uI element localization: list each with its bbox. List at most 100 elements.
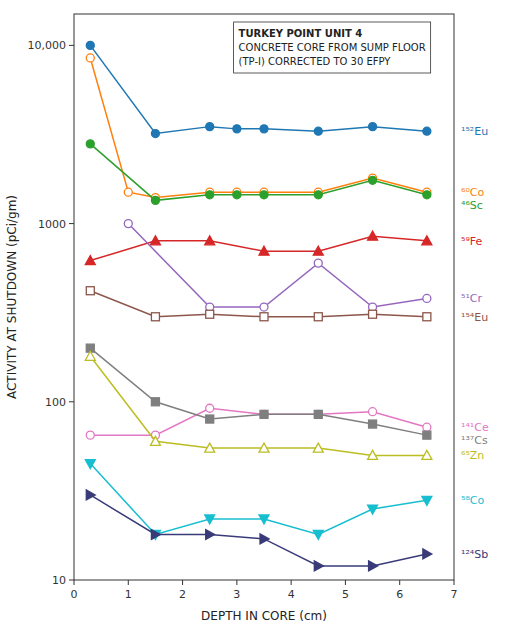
y-tick	[69, 223, 74, 224]
data-point	[151, 196, 159, 204]
data-point	[205, 443, 215, 452]
data-point	[86, 490, 95, 500]
data-point	[206, 123, 214, 131]
x-tick	[454, 580, 455, 585]
series	[85, 231, 432, 264]
x-tick	[182, 580, 183, 585]
chart: 0123456710100100010,000DEPTH IN CORE (cm…	[0, 0, 526, 633]
series-label: ¹²⁴Sb	[461, 548, 488, 561]
data-point	[85, 351, 95, 360]
y-axis-label: ACTIVITY AT SHUTDOWN (pCi/gm)	[5, 195, 19, 399]
data-point	[151, 530, 160, 540]
subtitle: CONCRETE CORE FROM SUMP FLOOR	[239, 42, 426, 53]
data-point	[314, 410, 322, 418]
data-point	[314, 561, 323, 571]
data-point	[368, 505, 378, 514]
data-point	[206, 404, 214, 412]
data-point	[150, 531, 160, 540]
series	[86, 344, 431, 439]
data-point	[124, 188, 132, 196]
x-tick	[128, 580, 129, 585]
title-frame	[234, 22, 431, 73]
data-point	[314, 259, 322, 267]
axes: 0123456710100100010,000	[28, 39, 458, 601]
data-point	[151, 398, 159, 406]
data-point	[422, 236, 432, 245]
data-point	[150, 436, 160, 445]
series-label: ¹⁵⁴Eu	[461, 311, 488, 324]
series	[86, 41, 431, 137]
data-point	[260, 303, 268, 311]
y-tick	[69, 580, 74, 581]
y-tick-label: 10,000	[28, 39, 67, 52]
series	[124, 220, 431, 311]
data-point	[260, 313, 268, 321]
data-point	[423, 423, 431, 431]
x-tick-label: 5	[342, 588, 349, 601]
data-point	[423, 127, 431, 135]
data-point	[86, 287, 94, 295]
plot-background	[74, 14, 454, 580]
title: TURKEY POINT UNIT 4	[239, 28, 363, 39]
data-point	[369, 408, 377, 416]
data-point	[260, 125, 268, 133]
data-point	[423, 191, 431, 199]
data-point	[368, 450, 378, 459]
x-tick	[345, 580, 346, 585]
data-point	[205, 515, 215, 524]
data-point	[260, 410, 268, 418]
data-point	[369, 123, 377, 131]
series-line	[90, 356, 427, 455]
y-tick-label: 1000	[38, 218, 66, 231]
series-line	[90, 464, 427, 535]
series	[86, 404, 431, 439]
series-line	[90, 58, 427, 198]
data-point	[206, 415, 214, 423]
data-point	[260, 410, 268, 418]
data-point	[422, 450, 432, 459]
data-point	[86, 140, 94, 148]
x-tick-label: 3	[233, 588, 240, 601]
x-tick	[236, 580, 237, 585]
data-point	[313, 443, 323, 452]
data-point	[150, 236, 160, 245]
data-point	[85, 256, 95, 265]
data-point	[369, 310, 377, 318]
data-point	[206, 310, 214, 318]
data-point	[205, 236, 215, 245]
series-line	[90, 45, 427, 133]
series-label: ¹⁵²Eu	[461, 125, 488, 138]
data-point	[314, 127, 322, 135]
data-point	[423, 431, 431, 439]
data-point	[314, 313, 322, 321]
series-line	[90, 495, 427, 566]
data-point	[260, 534, 269, 544]
series-label: ⁵¹Cr	[461, 292, 483, 305]
plot-frame	[74, 14, 454, 580]
series	[85, 351, 432, 459]
series-line	[128, 224, 427, 307]
data-point	[422, 496, 432, 505]
data-point	[313, 246, 323, 255]
series-label: ¹⁴¹Ce	[461, 421, 489, 434]
data-point	[314, 410, 322, 418]
series-labels: ¹⁵²Eu⁶⁰Co⁴⁶Sc⁵⁹Fe⁵¹Cr¹⁵⁴Eu¹⁴¹Ce¹³⁷Cs⁶⁵Zn…	[461, 125, 489, 561]
data-point	[369, 176, 377, 184]
data-point	[233, 125, 241, 133]
data-point	[206, 191, 214, 199]
x-tick	[74, 580, 75, 585]
data-point	[314, 191, 322, 199]
x-tick-label: 2	[179, 588, 186, 601]
data-point	[86, 431, 94, 439]
data-point	[151, 130, 159, 138]
series-label: ⁵⁸Co	[461, 494, 485, 507]
y-tick	[69, 401, 74, 402]
data-point	[259, 515, 269, 524]
series-label: ⁶⁰Co	[461, 186, 485, 199]
y-tick	[69, 45, 74, 46]
data-point	[151, 313, 159, 321]
series	[86, 54, 431, 202]
series-label: ¹³⁷Cs	[461, 434, 488, 447]
series	[85, 460, 432, 540]
series	[86, 140, 431, 204]
